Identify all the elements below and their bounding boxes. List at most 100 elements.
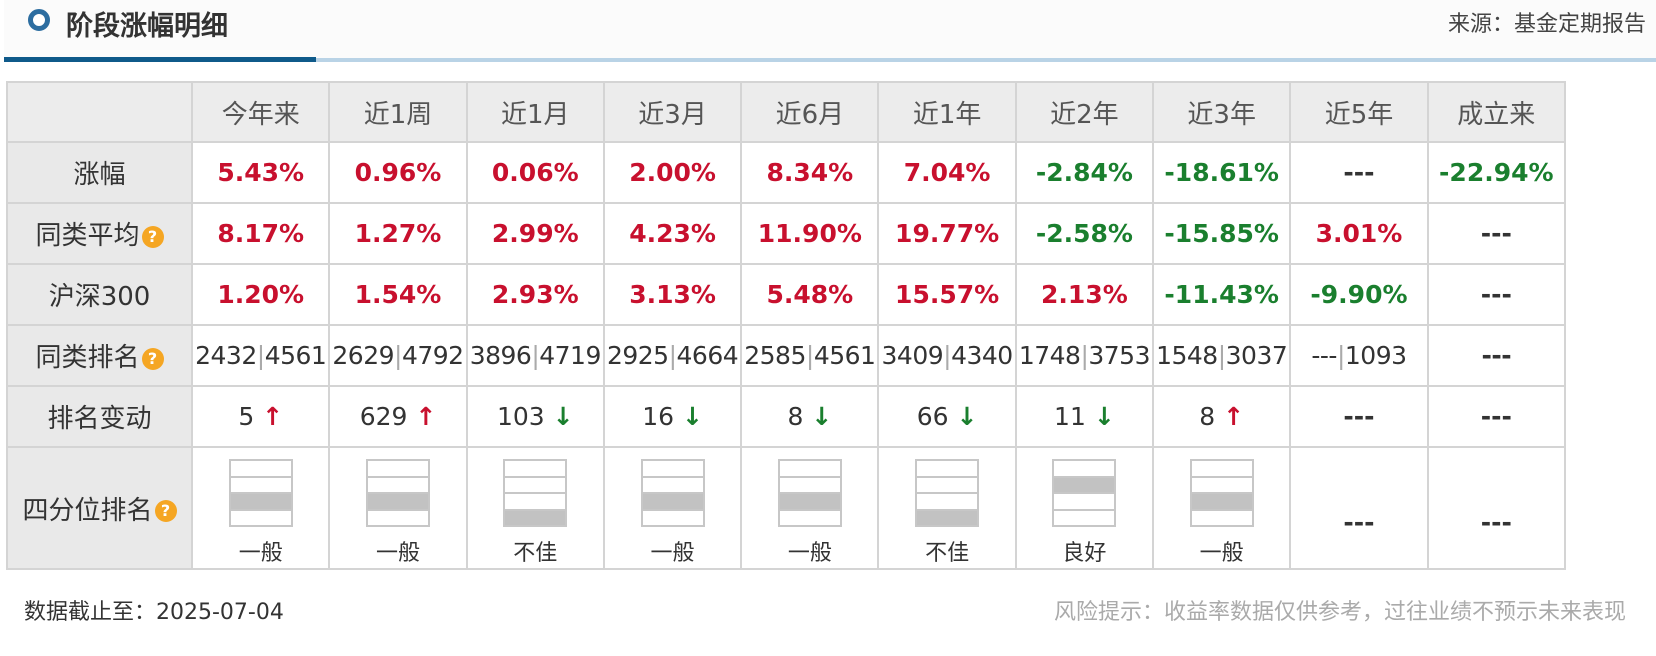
risk-disclaimer: 风险提示：收益率数据仅供参考，过往业绩不预示未来表现	[1053, 600, 1626, 625]
performance-table: 今年来 近1周 近1月 近3月 近6月 近1年 近2年 近3年 近5年 成立来 涨幅 5.43% 0.…	[5, 81, 1567, 570]
value-cell: 4.23%	[602, 202, 743, 265]
quartile-cell: 一般	[191, 446, 331, 570]
rank-separator: |	[1217, 341, 1226, 370]
rank-separator: |	[668, 341, 677, 370]
column-header: 近6月	[740, 81, 880, 143]
rank-value: 1548	[1156, 341, 1218, 370]
table-row: 沪深300 1.20% 1.54% 2.93% 3.13% 5.48% 15.57% 2.13…	[5, 263, 1567, 326]
rank-value: 2585	[744, 341, 806, 370]
quartile-segment	[1191, 494, 1252, 511]
quartile-segment	[505, 510, 566, 525]
rank-change-value: ---	[1343, 402, 1375, 431]
arrow-up-icon: ↑	[262, 402, 284, 431]
quartile-segment	[1192, 511, 1252, 526]
column-header: 近1年	[877, 81, 1017, 143]
quartile-segment	[642, 478, 703, 494]
arrow-down-icon: ↓	[681, 402, 703, 431]
rank-total: 4664	[676, 341, 739, 370]
value-cell: 5.48%	[740, 263, 880, 326]
column-header: 近1月	[465, 81, 605, 143]
rank-change-cell: 103 ↓	[465, 385, 605, 448]
header-underline-accent	[4, 57, 316, 62]
rank-change-value: 11	[1054, 402, 1086, 431]
value-cell: 1.54%	[328, 263, 468, 326]
value-cell: -22.94%	[1426, 141, 1567, 204]
value-cell: -2.84%	[1014, 141, 1155, 204]
value-cell: 7.04%	[877, 141, 1017, 204]
arrow-up-icon: ↑	[1223, 402, 1245, 431]
value-cell: 2.00%	[602, 141, 743, 204]
quartile-segment	[368, 478, 428, 494]
rank-total: 3753	[1088, 341, 1150, 370]
column-header: 今年来	[191, 81, 331, 143]
rank-change-cell: 8 ↑	[1152, 385, 1292, 448]
help-icon[interactable]: ?	[141, 347, 164, 370]
rank-cell: 2925|4664	[602, 324, 743, 387]
quartile-label: 一般	[238, 541, 283, 566]
rank-value: 2432	[195, 341, 257, 370]
quartile-cell: 良好	[1014, 446, 1155, 570]
rank-cell: 2629|4792	[328, 324, 468, 387]
quartile-segment	[643, 511, 703, 526]
rank-cell: 2585|4561	[740, 324, 880, 387]
column-header: 近3月	[602, 81, 743, 143]
column-header: 近5年	[1289, 81, 1429, 143]
quartile-cell: 一般	[602, 446, 743, 570]
rank-change-value: 629	[359, 402, 408, 431]
help-icon[interactable]: ?	[141, 225, 164, 248]
as-of-date: 数据截止至：2025-07-04	[24, 600, 284, 625]
rank-cell: 3409|4340	[877, 324, 1017, 387]
quartile-segment	[505, 478, 566, 494]
table-row: 涨幅 5.43% 0.96% 0.06% 2.00% 8.34% 7.04% -2.84% -1…	[5, 141, 1567, 204]
quartile-chart	[1189, 459, 1254, 527]
column-header: 成立来	[1426, 81, 1567, 143]
value-cell: -11.43%	[1152, 263, 1292, 326]
row-label-text: 沪深300	[48, 282, 151, 312]
data-source: 来源：基金定期报告	[1447, 12, 1646, 37]
value-cell: 8.17%	[191, 202, 331, 265]
rank-change-cell: 5 ↑	[191, 385, 331, 448]
quartile-segment	[1191, 461, 1252, 478]
circle-bullet-icon	[28, 9, 50, 31]
quartile-chart	[503, 459, 568, 527]
quartile-segment	[779, 478, 840, 494]
rank-value: 2629	[332, 341, 395, 370]
quartile-cell: 不佳	[877, 446, 1017, 570]
rank-separator: |	[531, 341, 540, 370]
section-header: 阶段涨幅明细 来源：基金定期报告	[4, 0, 1656, 62]
rank-change-cell: 66 ↓	[877, 385, 1017, 448]
quartile-segment	[505, 494, 566, 511]
quartile-cell: ---	[1426, 446, 1567, 570]
quartile-label: 良好	[1062, 541, 1107, 566]
quartile-label: 不佳	[925, 541, 970, 566]
value-cell: 0.06%	[465, 141, 605, 204]
rank-change-value: 66	[916, 402, 949, 431]
quartile-chart	[366, 459, 430, 527]
rank-separator: |	[1336, 341, 1345, 370]
rank-value: ---	[1481, 341, 1512, 370]
help-icon[interactable]: ?	[154, 500, 177, 522]
quartile-segment	[1054, 461, 1115, 478]
quartile-chart	[777, 459, 842, 527]
rank-value: ---	[1311, 341, 1337, 370]
table-row: 排名变动 5 ↑ 629 ↑ 103 ↓ 16 ↓ 8 ↓ 66 ↓ 11 ↓ 8 ↑ --- --…	[5, 385, 1567, 448]
row-label: 沪深300	[5, 263, 194, 326]
rank-cell: 2432|4561	[191, 324, 331, 387]
rank-total: 4561	[813, 341, 876, 370]
quartile-cell: 一般	[740, 446, 880, 570]
value-cell: 15.57%	[877, 263, 1017, 326]
row-label: 同类排名?	[5, 324, 194, 387]
quartile-chart	[640, 459, 705, 527]
value-cell: ---	[1426, 263, 1567, 326]
quartile-cell: 一般	[1152, 446, 1292, 570]
quartile-segment	[368, 511, 428, 526]
corner-cell	[5, 81, 194, 143]
quartile-segment	[368, 461, 428, 478]
value-cell: 2.99%	[465, 202, 605, 265]
value-cell: 8.34%	[740, 141, 880, 204]
value-cell: -15.85%	[1152, 202, 1292, 265]
quartile-cell: 一般	[328, 446, 468, 570]
quartile-segment	[642, 461, 703, 478]
quartile-cell: 不佳	[465, 446, 605, 570]
column-header: 近2年	[1014, 81, 1155, 143]
